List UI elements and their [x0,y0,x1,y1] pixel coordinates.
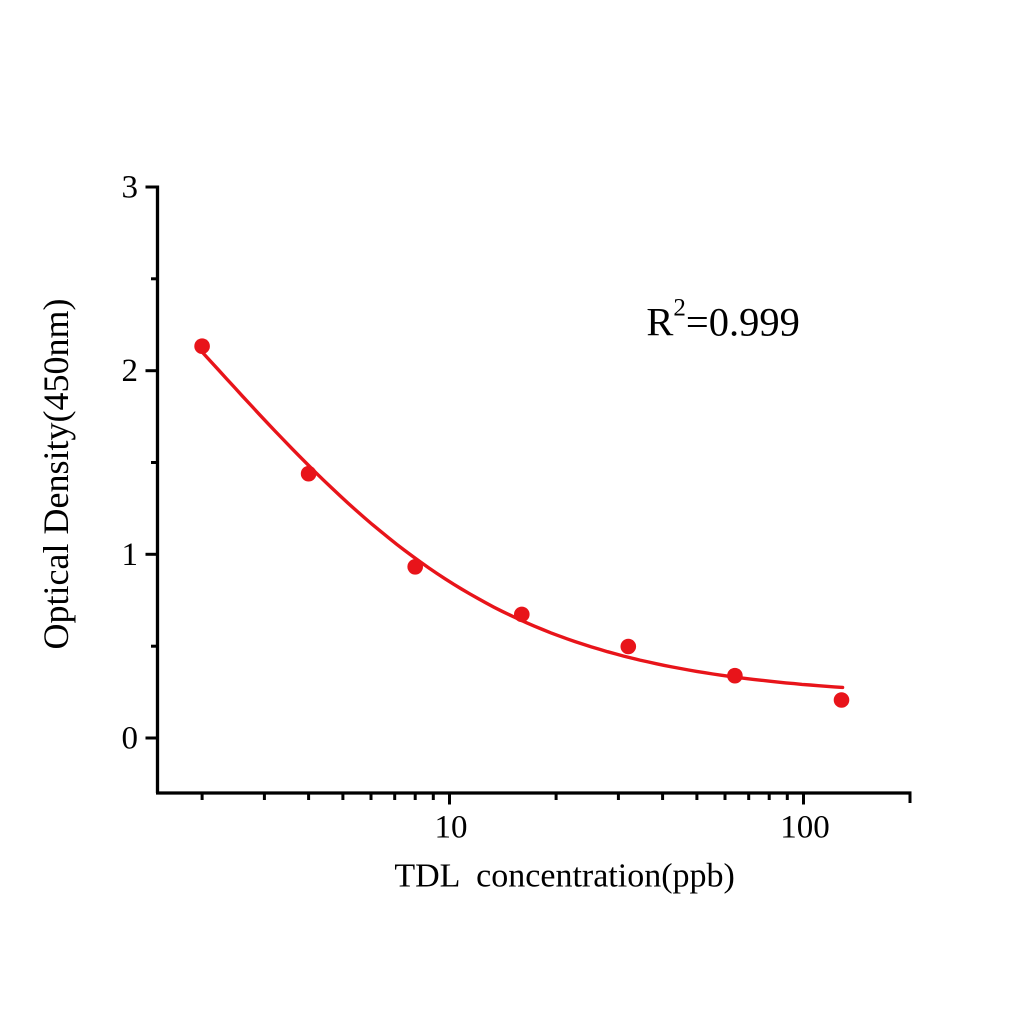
svg-text:TDL concentration(ppb): TDL concentration(ppb) [394,857,735,894]
svg-text:10: 10 [435,810,468,846]
svg-text:3: 3 [122,170,139,206]
svg-text:2: 2 [122,353,139,389]
svg-text:1: 1 [122,537,139,573]
svg-text:0: 0 [122,721,139,757]
svg-text:R2=0.999: R2=0.999 [646,295,799,345]
svg-text:Optical Density(450nm): Optical Density(450nm) [36,299,76,650]
svg-text:100: 100 [780,810,830,846]
